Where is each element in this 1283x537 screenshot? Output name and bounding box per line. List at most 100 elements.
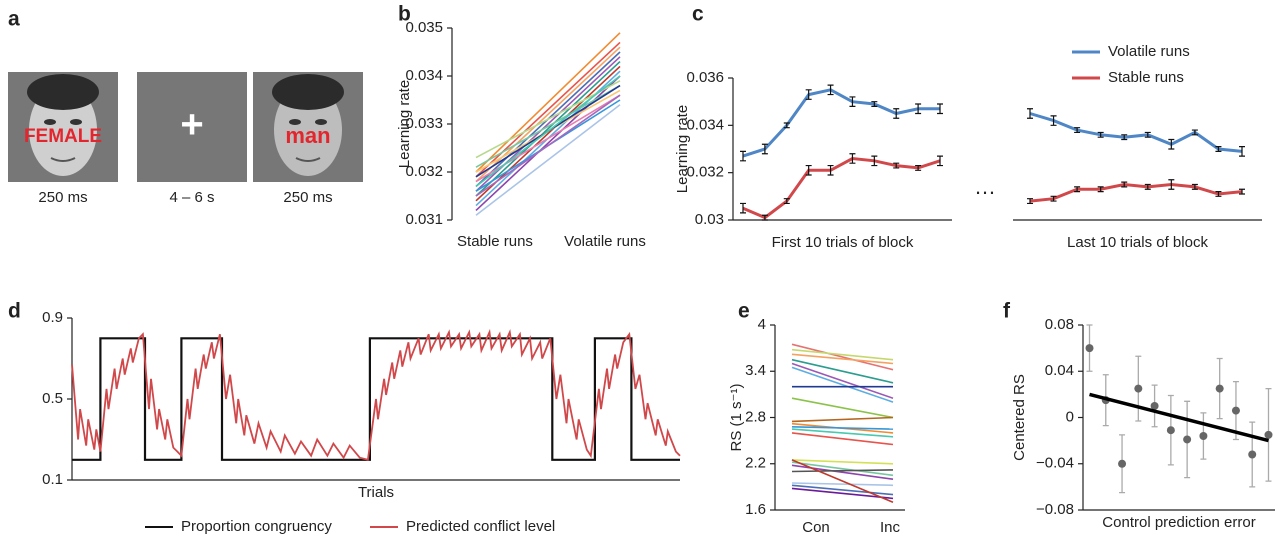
legend-label: Stable runs (1108, 69, 1184, 86)
series-line (72, 337, 680, 461)
series-line (791, 428, 894, 438)
point (1215, 384, 1224, 393)
series-line (791, 461, 894, 477)
point (1134, 384, 1143, 393)
error-bar (915, 103, 922, 115)
error-bar (1144, 131, 1151, 138)
mouth (295, 157, 321, 162)
error-bar (1121, 181, 1128, 188)
error-bar (761, 214, 768, 221)
error-bar (1097, 186, 1104, 193)
series-line (475, 94, 621, 197)
caption: 4 – 6 s (169, 189, 214, 206)
point (1085, 344, 1094, 353)
gap-marker: … (974, 174, 996, 199)
y-tick-label: 0.036 (686, 69, 724, 86)
error-bar (915, 164, 922, 171)
series-line (475, 32, 621, 173)
error-bar (1121, 134, 1128, 141)
error-bar (1050, 115, 1057, 126)
error-bar (1074, 186, 1081, 193)
stimulus-word: FEMALE (24, 126, 102, 147)
panel-letter: b (398, 3, 411, 26)
y-tick-label: 1.6 (745, 501, 766, 518)
point (1248, 450, 1257, 459)
error-bar (1215, 146, 1222, 152)
x-tick-label: Con (802, 519, 830, 536)
error-bar (1027, 198, 1033, 205)
error-bar (783, 198, 790, 205)
series-line (791, 397, 894, 419)
series-line (791, 459, 894, 465)
error-bar (827, 164, 834, 176)
legend-label: Predicted conflict level (406, 518, 555, 535)
panel-letter: f (1003, 300, 1011, 323)
y-tick-label: 0.033 (405, 115, 443, 132)
y-axis-label: RS (1 s⁻¹) (728, 384, 745, 452)
x-tick-label-box: Inc (880, 519, 900, 536)
y-tick-label: 0.04 (1045, 362, 1074, 379)
legend-label: Proportion congruency (181, 518, 332, 535)
error-bar (849, 153, 856, 164)
legend-label: Volatile runs (1108, 43, 1190, 60)
point (1150, 401, 1159, 410)
x-tick-label-box: Stable runs (457, 233, 533, 250)
panel-letter: c (692, 3, 704, 26)
error-bar (1191, 129, 1198, 136)
y-tick-label: 0.031 (405, 211, 443, 228)
series-line (1029, 112, 1243, 153)
y-tick-label: 0.032 (405, 163, 443, 180)
y-tick-label: 0.032 (686, 164, 724, 181)
series-line (791, 432, 894, 446)
series-line (475, 84, 621, 168)
y-tick-label: 3.4 (745, 362, 766, 379)
series-line (791, 362, 894, 399)
error-bar (761, 143, 768, 155)
error-bar (1239, 188, 1245, 195)
series-line (791, 482, 894, 487)
eye (70, 119, 82, 125)
y-tick-label: 0.03 (695, 211, 724, 228)
caption: 250 ms (38, 189, 87, 206)
error-bar (740, 150, 746, 162)
error-bar (783, 122, 790, 129)
series-line (791, 469, 894, 473)
x-axis-label: Control prediction error (1102, 514, 1255, 531)
error-bar (805, 89, 812, 100)
y-tick-label: 2.8 (745, 408, 766, 425)
caption: 250 ms (283, 189, 332, 206)
x-tick-label-box: Con (802, 519, 830, 536)
error-bar (1239, 146, 1245, 157)
series-line (71, 328, 681, 461)
error-bar (937, 103, 943, 115)
point (1183, 435, 1192, 444)
y-tick-label: −0.04 (1036, 455, 1074, 472)
error-bar (871, 155, 878, 167)
error-bar (871, 101, 878, 107)
series-line (791, 484, 894, 496)
series-line (475, 75, 621, 188)
panel-letter: e (738, 300, 750, 323)
series-line (742, 88, 940, 158)
point (1118, 459, 1127, 468)
series-line (791, 358, 894, 384)
series-line (791, 487, 894, 500)
x-axis-label: First 10 trials of block (772, 234, 914, 251)
error-bar (1168, 138, 1175, 150)
x-tick-label: Volatile runs (564, 233, 646, 250)
error-bar (827, 84, 834, 96)
error-bar (1191, 183, 1198, 190)
x-axis-label: Trials (358, 484, 394, 501)
series-line (475, 94, 621, 183)
series-line (475, 56, 621, 192)
x-tick-label: Stable runs (457, 233, 533, 250)
fixation-cross: + (180, 103, 203, 147)
y-tick-label: 2.2 (745, 455, 766, 472)
series-line (475, 61, 621, 197)
x-axis-label: Last 10 trials of block (1067, 234, 1208, 251)
error-bar (740, 202, 746, 214)
point (1166, 426, 1175, 435)
series-line (791, 343, 894, 371)
y-tick-label: 0.9 (42, 309, 63, 326)
